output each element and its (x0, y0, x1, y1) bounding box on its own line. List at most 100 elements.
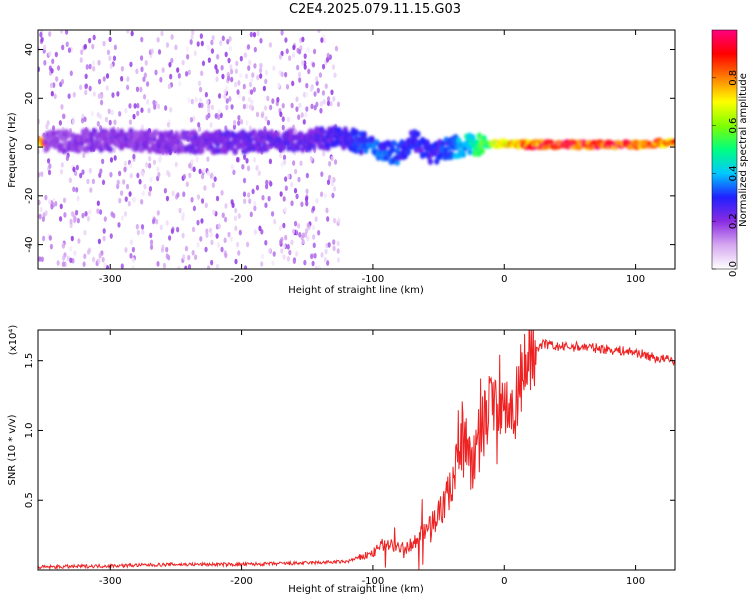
spectrogram-point (330, 176, 334, 183)
x-tick-label: -200 (230, 576, 253, 587)
spectrogram-point (288, 249, 292, 256)
spectrogram-point (309, 253, 314, 260)
spectrogram-point (197, 121, 201, 128)
x-tick-label: 100 (626, 576, 645, 587)
spectrogram-point (135, 68, 139, 75)
spectrogram-point (326, 179, 331, 186)
spectrogram-point (279, 191, 283, 197)
spectrogram-point (152, 99, 156, 106)
spectrogram-point (248, 125, 252, 131)
spectrogram-point (51, 58, 55, 65)
spectrogram-point (101, 179, 106, 186)
spectrogram-point (299, 160, 303, 167)
spectrogram-point (176, 226, 180, 233)
spectrogram-point (39, 31, 43, 38)
spectrogram-point (314, 216, 318, 222)
colorbar-tick-label: 0.4 (728, 165, 739, 181)
spectrogram-point (132, 153, 136, 160)
spectrogram-point (280, 71, 284, 78)
spectrogram-point (182, 191, 186, 198)
spectrogram-point (268, 158, 273, 165)
spectrogram-point (59, 168, 64, 175)
spectrogram-ridge-point (252, 132, 259, 139)
spectrogram-point (144, 60, 148, 66)
spectrogram-point (305, 91, 309, 98)
spectrogram-point (303, 64, 307, 70)
spectrogram-point (243, 265, 248, 269)
spectrogram-point (211, 182, 215, 188)
spectrogram-point (71, 118, 76, 125)
spectrogram-point (117, 222, 121, 228)
spectrogram-point (252, 86, 256, 93)
spectrogram-point (224, 125, 228, 131)
spectrogram-point (334, 45, 339, 52)
spectrogram-point (56, 65, 61, 71)
spectrogram-point (264, 202, 268, 209)
spectrogram-point (298, 102, 302, 109)
spectrogram-point (333, 217, 337, 224)
spectrogram-frame (37, 29, 676, 270)
spectrogram-point (330, 155, 334, 162)
colorbar: 0.0 0.2 0.4 0.6 0.8 Normalized spectral ampl… (711, 29, 749, 277)
spectrogram-point (67, 47, 72, 53)
spectrogram-point (97, 78, 102, 85)
spectrogram-point (69, 245, 73, 252)
spectrogram-point (155, 218, 159, 225)
spectrogram-ridge-point (394, 159, 400, 166)
spectrogram-point (280, 161, 284, 168)
spectrogram-point (157, 49, 162, 55)
spectrogram-point (156, 166, 160, 173)
spectrogram-point (321, 90, 326, 96)
spectrogram-point (281, 116, 285, 122)
spectrogram-point (301, 36, 305, 43)
spectrogram-point (237, 80, 241, 86)
spectrogram-point (109, 171, 113, 178)
spectrogram-point (259, 37, 263, 44)
spectrogram-point (97, 258, 101, 265)
spectrogram-point (216, 54, 220, 60)
spectrogram-point (298, 48, 302, 55)
spectrogram-point (281, 102, 285, 109)
spectrogram-point (331, 64, 336, 70)
spectrogram-point (198, 168, 202, 175)
spectrogram-point (44, 210, 48, 216)
spectrogram-point (186, 53, 190, 60)
spectrogram-point (269, 181, 273, 187)
spectrogram-point (198, 126, 202, 133)
spectrogram-point (48, 50, 52, 57)
spectrogram-ridge-point (424, 139, 430, 146)
spectrogram-point (60, 104, 64, 110)
spectrogram-point (163, 187, 167, 194)
spectrogram-point (316, 87, 320, 94)
spectrogram-point (185, 181, 189, 187)
spectrogram-point (38, 213, 42, 220)
spectrogram-point (239, 55, 243, 62)
spectrogram-point (61, 44, 65, 51)
spectrogram-point (305, 82, 309, 89)
spectrogram-point (315, 80, 319, 86)
spectrogram-point (110, 211, 114, 217)
spectrogram-point (88, 167, 92, 174)
spectrogram-point (226, 38, 230, 45)
spectrogram-point (128, 191, 132, 197)
spectrogram-point (131, 265, 135, 269)
spectrogram-point (311, 61, 316, 68)
spectrogram-point (230, 104, 234, 110)
spectrogram-point (69, 257, 73, 264)
spectrogram-point (189, 39, 193, 45)
spectrogram-point (140, 198, 144, 205)
spectrogram-point (90, 111, 94, 117)
snr-x-ticks: -300 -200 -100 0 100 (99, 330, 645, 587)
spectrogram-point (149, 244, 154, 250)
spectrogram-point (139, 55, 144, 61)
spectrogram-point (297, 176, 301, 183)
spectrogram-point (40, 256, 44, 263)
spectrogram-point (194, 254, 198, 261)
y-tick-label: 40 (24, 43, 35, 56)
snr-y-label: SNR (10 * v/v) (7, 414, 18, 485)
spectrogram-point (148, 186, 153, 192)
spectrogram-point (324, 248, 328, 255)
colorbar-tick-label: 0.8 (728, 70, 739, 86)
spectrogram-point (223, 88, 227, 95)
spectrogram-point (286, 244, 290, 250)
